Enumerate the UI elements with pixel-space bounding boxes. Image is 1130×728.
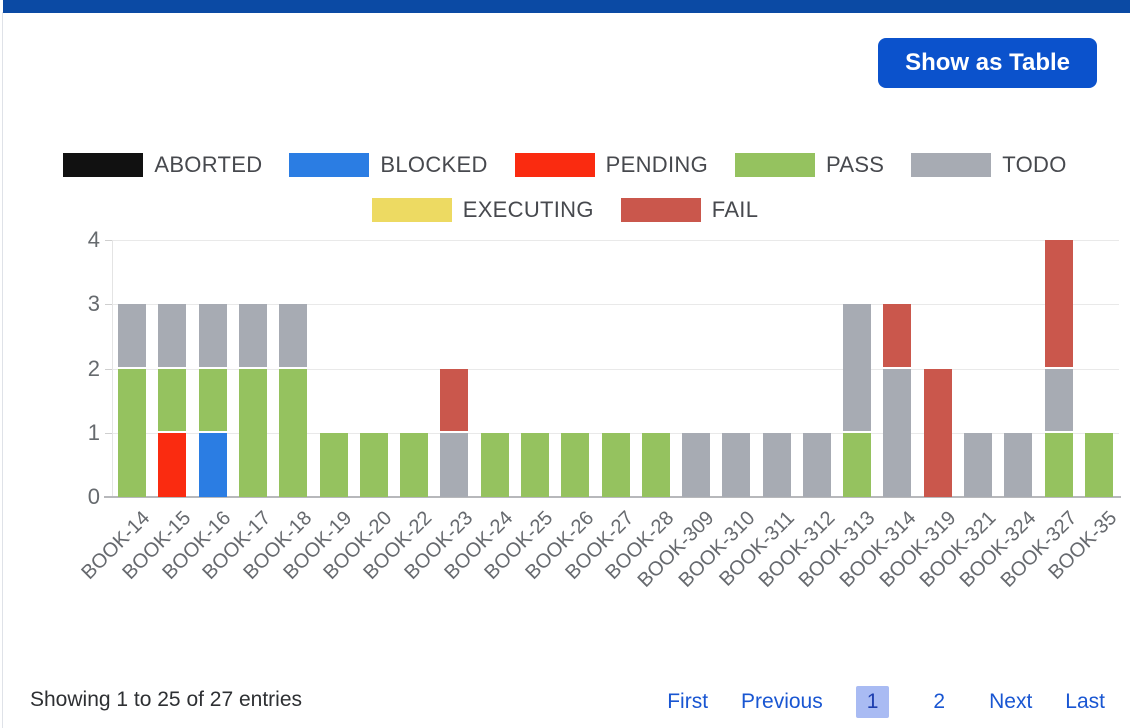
bar-segment-pass-book-28[interactable]	[641, 432, 670, 497]
bar-segment-todo-book-327[interactable]	[1044, 368, 1073, 432]
legend-label: FAIL	[711, 197, 759, 222]
pagination: First Previous 1 2 Next Last	[667, 686, 1105, 718]
bar-segment-pass-book-35[interactable]	[1084, 432, 1113, 497]
bar-segment-pass-book-19[interactable]	[319, 432, 348, 497]
bar-segment-pass-book-27[interactable]	[601, 432, 630, 497]
bar-segment-fail-book-23[interactable]	[440, 368, 469, 432]
bar-segment-fail-book-327[interactable]	[1044, 240, 1073, 367]
top-accent-bar	[3, 0, 1130, 13]
legend-label: PASS	[826, 152, 885, 177]
bar-segment-todo-book-16[interactable]	[198, 304, 227, 367]
y-axis-tick	[105, 368, 112, 370]
legend-item-blocked[interactable]: BLOCKED	[289, 152, 487, 178]
legend-item-aborted[interactable]: ABORTED	[63, 152, 262, 178]
bar-segment-pass-book-14[interactable]	[118, 368, 147, 497]
bar-segment-todo-book-314[interactable]	[883, 368, 912, 497]
bar-segment-pass-book-26[interactable]	[561, 432, 590, 497]
bar-segment-todo-book-313[interactable]	[843, 304, 872, 432]
bar-segment-todo-book-310[interactable]	[722, 432, 751, 497]
chart-legend: ABORTED BLOCKED PENDING PASS TODO EXECUTING FA…	[0, 152, 1130, 223]
bar-segment-pass-book-327[interactable]	[1044, 432, 1073, 497]
y-axis-label: 4	[87, 227, 100, 252]
bar-segment-pass-book-17[interactable]	[238, 368, 267, 497]
y-axis-label: 3	[87, 291, 100, 317]
bar-segment-pass-book-20[interactable]	[359, 432, 388, 497]
bar-segment-todo-book-321[interactable]	[964, 432, 993, 497]
legend-swatch-pending	[514, 153, 595, 177]
y-axis-tick	[105, 240, 112, 241]
bar-segment-todo-book-17[interactable]	[238, 304, 267, 367]
bar-segment-todo-book-14[interactable]	[118, 304, 147, 367]
y-axis-label: 2	[87, 355, 100, 381]
bar-segment-fail-book-314[interactable]	[883, 304, 912, 367]
entries-summary: Showing 1 to 25 of 27 entries	[30, 688, 303, 711]
bar-segment-todo-book-15[interactable]	[158, 304, 187, 367]
show-as-table-button[interactable]: Show as Table	[878, 38, 1097, 88]
pagination-previous[interactable]: Previous	[741, 690, 823, 713]
stacked-bar-chart: 0 1 2 3 4 BOOK-14 BOOK-15 BOOK-16 BOOK-17 BOOK-18…	[78, 227, 1122, 592]
pagination-page-1[interactable]: 1	[855, 686, 890, 718]
x-axis-baseline	[104, 496, 1121, 498]
bar-segment-pass-book-22[interactable]	[400, 432, 429, 497]
legend-item-executing[interactable]: EXECUTING	[371, 197, 594, 223]
legend-label: TODO	[1002, 152, 1067, 177]
legend-row: ABORTED BLOCKED PENDING PASS TODO	[63, 152, 1066, 178]
legend-label: EXECUTING	[462, 197, 594, 222]
bar-segment-pass-book-313[interactable]	[843, 432, 872, 497]
y-axis-line	[112, 240, 113, 497]
legend-swatch-todo	[911, 153, 992, 177]
bar-segment-todo-book-23[interactable]	[440, 432, 469, 497]
y-axis-label: 1	[87, 419, 100, 445]
legend-label: BLOCKED	[380, 152, 488, 177]
legend-item-fail[interactable]: FAIL	[620, 197, 759, 223]
bar-segment-pass-book-24[interactable]	[480, 432, 509, 497]
y-axis-label: 0	[87, 484, 100, 509]
bar-segment-pass-book-18[interactable]	[279, 368, 308, 497]
bar-segment-blocked-book-16[interactable]	[198, 432, 227, 497]
legend-label: ABORTED	[154, 152, 263, 177]
bar-segment-todo-book-312[interactable]	[802, 432, 831, 497]
bar-segment-pass-book-25[interactable]	[520, 432, 549, 497]
legend-item-pending[interactable]: PENDING	[514, 152, 709, 178]
legend-label: PENDING	[605, 152, 709, 177]
bar-segment-todo-book-324[interactable]	[1004, 432, 1033, 497]
legend-swatch-aborted	[63, 153, 144, 177]
legend-swatch-blocked	[289, 153, 370, 177]
bar-segment-fail-book-319[interactable]	[923, 368, 952, 497]
panel-left-border	[2, 12, 3, 728]
pagination-last[interactable]: Last	[1065, 690, 1105, 713]
bar-segment-pass-book-15[interactable]	[158, 368, 187, 432]
gridline-y3	[112, 304, 1119, 306]
legend-swatch-fail	[620, 198, 701, 222]
bar-segment-todo-book-311[interactable]	[762, 432, 791, 497]
gridline-y4	[112, 240, 1119, 241]
legend-swatch-pass	[735, 153, 816, 177]
y-axis-tick	[105, 432, 112, 434]
pagination-next[interactable]: Next	[989, 690, 1033, 713]
pagination-page-2[interactable]: 2	[933, 690, 946, 713]
legend-item-pass[interactable]: PASS	[735, 152, 884, 178]
y-axis-tick	[105, 304, 112, 306]
bar-segment-pending-book-15[interactable]	[158, 432, 187, 497]
bar-segment-todo-book-18[interactable]	[279, 304, 308, 367]
bar-segment-pass-book-16[interactable]	[198, 368, 227, 432]
pagination-first[interactable]: First	[667, 690, 709, 713]
gridline-y2	[112, 368, 1119, 370]
legend-row: EXECUTING FAIL	[371, 197, 759, 223]
legend-swatch-executing	[371, 198, 452, 222]
legend-item-todo[interactable]: TODO	[911, 152, 1066, 178]
bar-segment-todo-book-309[interactable]	[682, 432, 711, 497]
